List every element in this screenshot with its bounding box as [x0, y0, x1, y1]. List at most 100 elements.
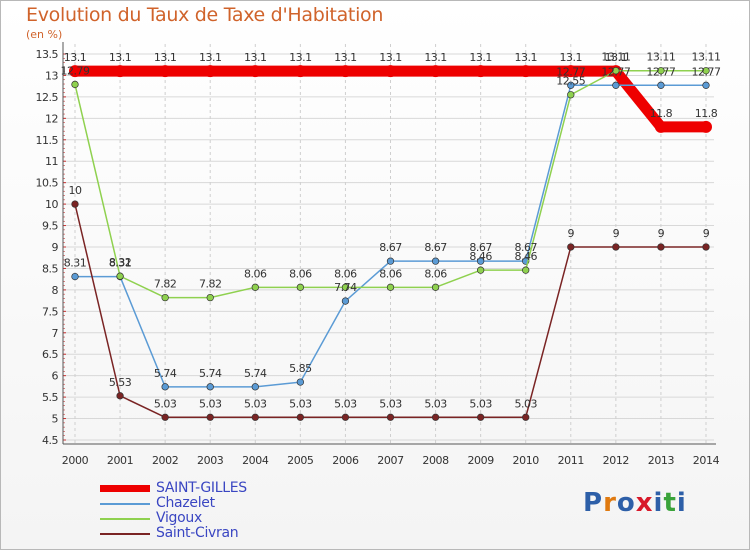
- legend-swatch-vigoux: [100, 518, 150, 520]
- data-point: [116, 272, 124, 280]
- data-label: 5.03: [424, 397, 447, 410]
- data-label: 13.1: [199, 51, 222, 64]
- x-tick-label: 2012: [603, 454, 629, 467]
- data-label: 13.1: [514, 51, 537, 64]
- data-point: [114, 65, 127, 78]
- x-tick-label: 2011: [558, 454, 584, 467]
- data-point: [204, 65, 217, 78]
- data-label: 5.74: [244, 367, 267, 380]
- y-tick-label: 9: [52, 241, 59, 254]
- x-tick-label: 2004: [242, 454, 269, 467]
- data-point: [384, 65, 397, 78]
- data-point: [564, 65, 577, 78]
- x-tick-label: 2007: [377, 454, 404, 467]
- data-point: [612, 67, 620, 75]
- data-point: [522, 413, 530, 421]
- data-point: [251, 383, 259, 391]
- data-label: 5.03: [379, 397, 402, 410]
- data-point: [161, 293, 169, 302]
- data-point: [206, 383, 214, 391]
- data-label: 13.1: [379, 51, 402, 64]
- y-tick-label: 10: [45, 198, 58, 211]
- data-point: [567, 81, 575, 89]
- data-label: 8.06: [334, 267, 357, 280]
- data-point: [71, 200, 79, 208]
- data-label: 5.03: [514, 397, 537, 410]
- legend-swatch-chazelet: [100, 503, 150, 505]
- data-label: 13.1: [244, 51, 267, 64]
- x-tick-label: 2009: [467, 454, 494, 467]
- data-label: 5.74: [199, 367, 222, 380]
- x-tick-label: 2006: [332, 454, 359, 467]
- data-point: [429, 65, 442, 78]
- data-label: 8.06: [244, 267, 267, 280]
- data-point: [161, 383, 169, 391]
- logo-letter: r: [603, 488, 617, 518]
- data-point: [71, 80, 79, 89]
- data-point: [251, 413, 259, 421]
- data-point: [567, 91, 575, 99]
- data-point: [431, 257, 440, 265]
- data-label: 9: [703, 227, 710, 240]
- x-tick-label: 2005: [287, 454, 314, 467]
- data-point: [519, 65, 532, 78]
- data-point: [341, 413, 350, 421]
- x-tick-label: 2013: [648, 454, 675, 467]
- data-label: 13.1: [64, 51, 87, 64]
- x-tick-label: 2000: [62, 454, 89, 467]
- data-point: [476, 266, 485, 274]
- y-tick-label: 8.5: [42, 262, 58, 275]
- data-point: [657, 243, 665, 251]
- data-label: 11.8: [695, 107, 718, 120]
- data-label: 8.06: [424, 267, 447, 280]
- data-point: [567, 243, 575, 251]
- data-label: 5.53: [109, 376, 132, 389]
- data-point: [161, 413, 169, 421]
- data-label: 11.8: [650, 107, 673, 120]
- data-point: [431, 283, 440, 291]
- y-tick-label: 13: [45, 69, 58, 82]
- y-tick-label: 9.5: [42, 220, 58, 233]
- data-label: 9: [568, 227, 575, 240]
- data-point: [522, 266, 530, 274]
- data-label: 13.1: [424, 51, 447, 64]
- legend-swatch-saint-gilles: [100, 485, 150, 492]
- data-point: [612, 243, 620, 251]
- data-label: 5.85: [289, 362, 312, 375]
- chart-title: Evolution du Taux de Taxe d'Habitation: [26, 4, 384, 26]
- data-label: 12.55: [556, 75, 585, 88]
- logo-letter: o: [616, 488, 636, 518]
- data-label: 8.32: [109, 256, 132, 269]
- y-tick-label: 12.5: [36, 91, 59, 104]
- data-label: 5.03: [469, 397, 492, 410]
- data-point: [251, 283, 259, 291]
- data-point: [702, 67, 710, 75]
- x-tick-label: 2014: [693, 454, 720, 467]
- data-point: [657, 81, 665, 89]
- data-label: 8.31: [109, 257, 132, 270]
- data-label: 5.03: [289, 397, 312, 410]
- chart-unit-label: (en %): [26, 28, 63, 41]
- data-label: 13.11: [646, 51, 675, 64]
- data-point: [386, 257, 395, 265]
- logo-letter: t: [663, 488, 677, 518]
- x-tick-label: 2008: [422, 454, 449, 467]
- data-label: 13.1: [605, 51, 628, 64]
- data-label: 10: [69, 184, 82, 197]
- logo-letter: i: [653, 488, 664, 518]
- y-tick-label: 13.5: [36, 48, 59, 61]
- x-tick-label: 2001: [107, 454, 133, 467]
- data-label: 13.11: [692, 51, 721, 64]
- data-label: 12.79: [61, 64, 90, 77]
- data-label: 12.77: [646, 65, 675, 78]
- logo-letter: x: [635, 488, 654, 518]
- y-tick-label: 5.5: [42, 391, 58, 404]
- data-point: [71, 272, 79, 281]
- data-point: [294, 65, 307, 78]
- data-point: [296, 283, 305, 291]
- data-label: 8.31: [64, 257, 87, 270]
- y-tick-label: 7: [52, 327, 59, 340]
- legend-label: Vigoux: [156, 510, 202, 526]
- data-label: 8.46: [514, 250, 537, 263]
- data-point: [476, 413, 485, 421]
